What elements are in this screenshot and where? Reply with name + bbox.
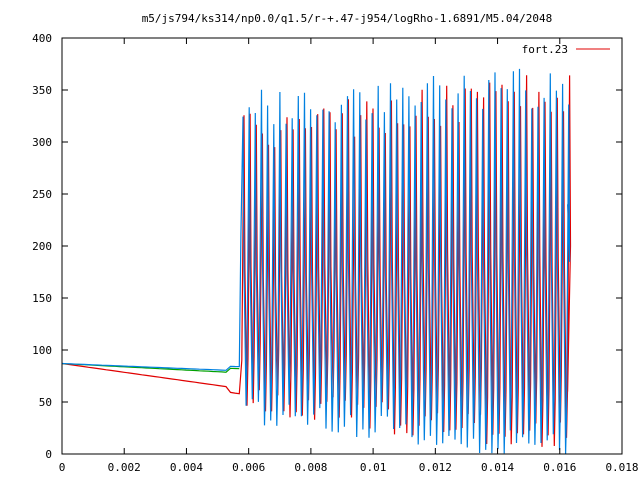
x-tick-label: 0.016	[543, 461, 576, 474]
chart-title: m5/js794/ks314/np0.0/q1.5/r-+.47-j954/lo…	[142, 12, 553, 25]
y-tick-label: 100	[32, 344, 52, 357]
y-tick-label: 200	[32, 240, 52, 253]
y-tick-label: 150	[32, 292, 52, 305]
x-tick-label: 0.014	[481, 461, 514, 474]
x-tick-label: 0.01	[360, 461, 387, 474]
x-tick-label: 0.008	[294, 461, 327, 474]
x-tick-label: 0.006	[232, 461, 265, 474]
x-tick-label: 0.018	[605, 461, 638, 474]
x-tick-label: 0.002	[108, 461, 141, 474]
y-tick-label: 50	[39, 396, 52, 409]
y-tick-label: 350	[32, 84, 52, 97]
y-tick-label: 400	[32, 32, 52, 45]
y-tick-label: 0	[45, 448, 52, 461]
legend-label: fort.23	[522, 43, 568, 56]
axis-layer: 0 0.002 0.004 0.006 0.008 0.01 0.012 0.014 0.016…	[32, 32, 638, 474]
series-layer	[61, 68, 572, 455]
x-tick-label: 0.012	[419, 461, 452, 474]
y-tick-label: 250	[32, 188, 52, 201]
legend: fort.23	[522, 43, 610, 56]
x-tick-label: 0.004	[170, 461, 203, 474]
y-tick-label: 300	[32, 136, 52, 149]
x-tick-label: 0	[59, 461, 66, 474]
series-line-2	[61, 68, 571, 455]
